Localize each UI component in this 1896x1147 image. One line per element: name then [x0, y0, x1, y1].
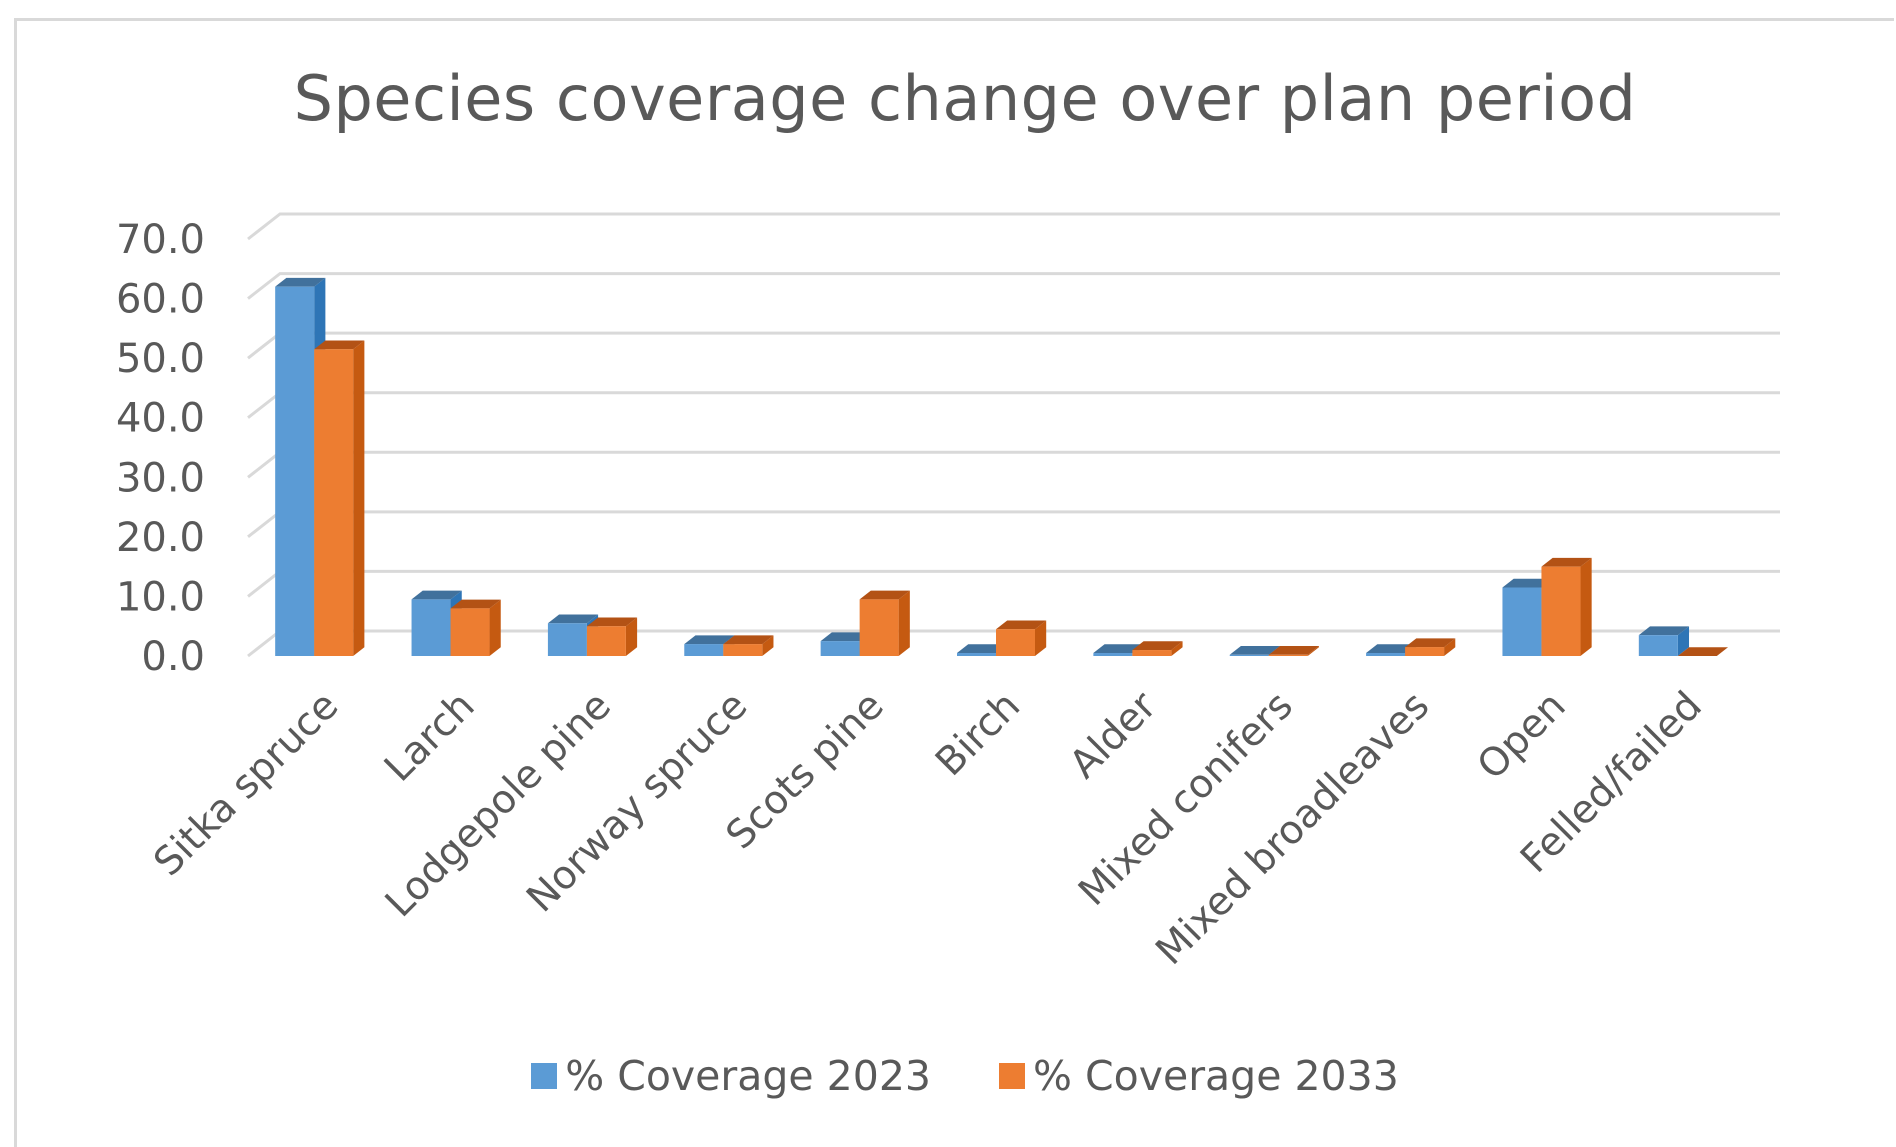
bar-series-2-6-side — [1171, 641, 1183, 656]
bar-series-1-6-front — [1093, 653, 1133, 656]
bar-series-1-1-top — [411, 590, 462, 600]
bar-series-1-2-front — [547, 623, 587, 656]
y-tick-label: 0.0 — [141, 634, 205, 680]
legend-label-series-2: % Coverage 2033 — [1033, 1052, 1399, 1100]
bar-series-1-7-top — [1229, 646, 1280, 655]
gridline — [247, 510, 1780, 539]
bar-series-2-0-front — [314, 349, 354, 656]
bar-series-2-2 — [586, 617, 638, 656]
bar-series-1-10-side — [1677, 626, 1690, 656]
bar-series-1-0-top — [275, 277, 326, 287]
bar-series-1-9-front — [1502, 587, 1542, 656]
bar-series-1-4-top — [820, 632, 871, 642]
bar-series-1-4-front — [820, 641, 860, 656]
x-category-label: Open — [1469, 683, 1574, 788]
bar-series-1-10-front — [1638, 635, 1678, 656]
x-category-label: Alder — [1061, 683, 1166, 788]
legend-label-series-1: % Coverage 2023 — [565, 1052, 931, 1100]
legend-swatch-series-2 — [999, 1063, 1025, 1089]
legend-item-series-2: % Coverage 2033 — [999, 1052, 1399, 1100]
chart-plot: 0.0 10.0 20.0 30.0 40.0 50.0 60.0 70.0 Sitka sp… — [116, 212, 1780, 974]
legend: % Coverage 2023 % Coverage 2033 — [0, 1052, 1896, 1100]
legend-swatch-series-1 — [531, 1063, 558, 1089]
bar-series-2-10 — [1677, 647, 1729, 656]
gridline — [247, 450, 1780, 479]
y-tick-label: 60.0 — [116, 277, 205, 323]
bar-series-1-3-top — [684, 635, 735, 645]
bar-series-1-0-front — [275, 286, 315, 656]
bar-series-2-9-front — [1541, 566, 1581, 656]
bar-series-1-10 — [1638, 626, 1690, 656]
bar-series-2-7-top — [1268, 646, 1319, 655]
bar-series-2-0-top — [314, 340, 365, 350]
bar-series-2-10-top — [1677, 647, 1729, 656]
bar-series-2-4-front — [859, 599, 899, 656]
bar-series-1-8-front — [1366, 653, 1406, 656]
bar-series-2-8-front — [1405, 647, 1445, 656]
y-tick-label: 70.0 — [116, 217, 205, 263]
bars — [275, 277, 1729, 656]
bar-series-2-3-side — [762, 635, 774, 656]
x-category-label: Mixed broadleaves — [1147, 683, 1438, 974]
bar-series-2-6-front — [1132, 650, 1172, 656]
y-tick-label: 40.0 — [116, 396, 205, 442]
bar-series-2-7-side — [1307, 646, 1319, 656]
bar-series-2-9 — [1541, 557, 1592, 656]
bar-series-2-5-front — [996, 629, 1035, 656]
bar-series-1-1-front — [411, 599, 451, 656]
bar-series-1-3-front — [684, 644, 724, 656]
y-tick-label: 50.0 — [116, 336, 205, 382]
bar-series-2-3-front — [723, 644, 763, 656]
x-category-label: Birch — [927, 683, 1029, 785]
chart-title: Species coverage change over plan period — [293, 62, 1637, 135]
bar-series-2-5 — [996, 620, 1047, 656]
bar-series-1-5-front — [957, 653, 996, 656]
bar-series-2-9-top — [1541, 557, 1592, 567]
bar-series-2-1-top — [450, 599, 501, 609]
x-category-label: Larch — [376, 683, 483, 790]
bar-series-2-1-front — [450, 608, 490, 656]
bar-series-1-5-top — [957, 644, 1008, 654]
y-tick-label: 20.0 — [116, 515, 205, 561]
bar-series-2-8 — [1405, 638, 1456, 656]
bar-series-1-8-top — [1366, 644, 1417, 654]
bar-series-2-2-front — [586, 626, 626, 656]
gridline — [247, 391, 1780, 419]
y-tick-label: 30.0 — [116, 455, 205, 501]
bar-series-1-9-top — [1502, 578, 1553, 588]
bar-series-2-5-side — [1035, 620, 1047, 656]
x-category-label: Lodgepole pine — [377, 683, 620, 926]
bar-series-2-0 — [314, 340, 365, 656]
bar-series-2-4-top — [859, 590, 910, 600]
bar-series-2-7-front — [1268, 654, 1308, 656]
bar-series-2-2-top — [586, 617, 638, 627]
bar-series-2-8-side — [1444, 638, 1456, 656]
bar-series-2-1 — [450, 599, 501, 656]
bar-series-2-8-top — [1405, 638, 1456, 648]
bar-series-2-0-side — [353, 340, 365, 656]
bar-series-2-4 — [859, 590, 910, 656]
bar-series-2-7 — [1268, 646, 1319, 656]
bar-series-1-10-top — [1638, 626, 1690, 636]
y-axis-ticks: 0.0 10.0 20.0 30.0 40.0 50.0 60.0 70.0 — [116, 217, 205, 680]
bar-series-1-6-top — [1093, 644, 1144, 654]
bar-series-2-9-side — [1580, 557, 1592, 656]
bar-series-1-2-top — [547, 614, 599, 624]
bar-series-2-5-top — [996, 620, 1047, 630]
x-category-label: Sitka spruce — [145, 683, 347, 885]
bar-series-2-1-side — [489, 599, 501, 656]
gridline — [247, 272, 1780, 300]
bar-series-2-6-top — [1132, 641, 1183, 651]
y-tick-label: 10.0 — [116, 574, 205, 620]
gridline — [247, 212, 1780, 241]
gridline — [247, 331, 1780, 360]
bar-series-1-7-front — [1229, 654, 1269, 656]
bar-series-2-3 — [723, 635, 774, 656]
bar-series-2-6 — [1132, 641, 1183, 656]
bar-series-2-2-side — [625, 617, 638, 656]
bar-series-2-4-side — [898, 590, 910, 656]
bar-series-2-3-top — [723, 635, 774, 645]
legend-item-series-1: % Coverage 2023 — [531, 1052, 931, 1100]
